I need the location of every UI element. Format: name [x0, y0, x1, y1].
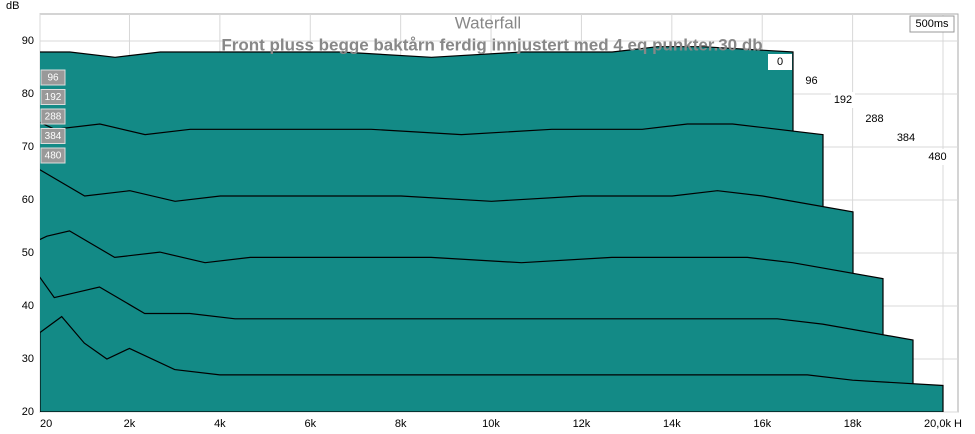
time-label-box	[831, 92, 855, 108]
time-label-left: 192	[45, 92, 62, 103]
y-tick-label: 90	[22, 35, 34, 47]
x-tick-label: 10k	[482, 418, 500, 430]
x-tick-label: 2k	[124, 418, 136, 430]
x-tick-label: 14k	[663, 418, 681, 430]
x-tick-label: 6k	[304, 418, 316, 430]
waterfall-slice	[40, 276, 914, 394]
chart-title: Waterfall	[455, 13, 521, 32]
y-tick-label: 80	[22, 88, 34, 100]
time-label-box	[862, 111, 887, 127]
time-label: 0	[777, 56, 783, 68]
time-label: 288	[865, 113, 883, 125]
time-label-left: 96	[47, 73, 59, 84]
slices	[40, 46, 944, 412]
time-label: 384	[897, 132, 915, 144]
time-label: 192	[834, 94, 852, 106]
waterfall-slice	[40, 315, 944, 412]
y-tick-label: 60	[22, 194, 34, 206]
window-box	[909, 15, 955, 33]
time-label-box	[799, 73, 824, 89]
time-label-box-left	[40, 147, 66, 164]
window-label: 500ms	[915, 18, 949, 30]
x-tick-label: 16k	[753, 418, 771, 430]
time-label-box-left	[40, 89, 66, 105]
time-label: 480	[928, 151, 946, 163]
x-tick-label: 18k	[844, 418, 862, 430]
y-tick-label: 40	[22, 300, 34, 312]
chart-subtitle: Front pluss begge baktårn ferdig innjust…	[221, 35, 762, 54]
time-label-left: 384	[45, 131, 62, 142]
time-label: 96	[805, 75, 817, 87]
time-label-box-left	[40, 108, 66, 125]
y-tick-label: 30	[22, 353, 34, 365]
labels: 20 30 40 50 60 70 80 90 20 2k 4k 6k 8k 10k 12k 14k 16k 18…	[22, 35, 962, 430]
time-label-box-left	[40, 69, 66, 86]
x-tick-label: 12k	[573, 418, 591, 430]
x-tick-label: 20,0k H	[924, 418, 962, 430]
y-tick-label: 70	[22, 141, 34, 153]
y-tick-label: 50	[22, 247, 34, 259]
time-label-box-left	[40, 128, 66, 144]
y-axis-label: dB	[6, 0, 19, 12]
x-tick-label: 8k	[395, 418, 407, 430]
time-label-left: 288	[45, 112, 62, 123]
x-tick-label: 20	[40, 418, 52, 430]
y-tick-label: 20	[22, 406, 34, 418]
time-label-left: 480	[45, 151, 62, 162]
time-label-box	[768, 54, 792, 70]
time-label-box	[925, 149, 950, 165]
x-tick-label: 4k	[214, 418, 226, 430]
time-label-box	[894, 130, 918, 146]
